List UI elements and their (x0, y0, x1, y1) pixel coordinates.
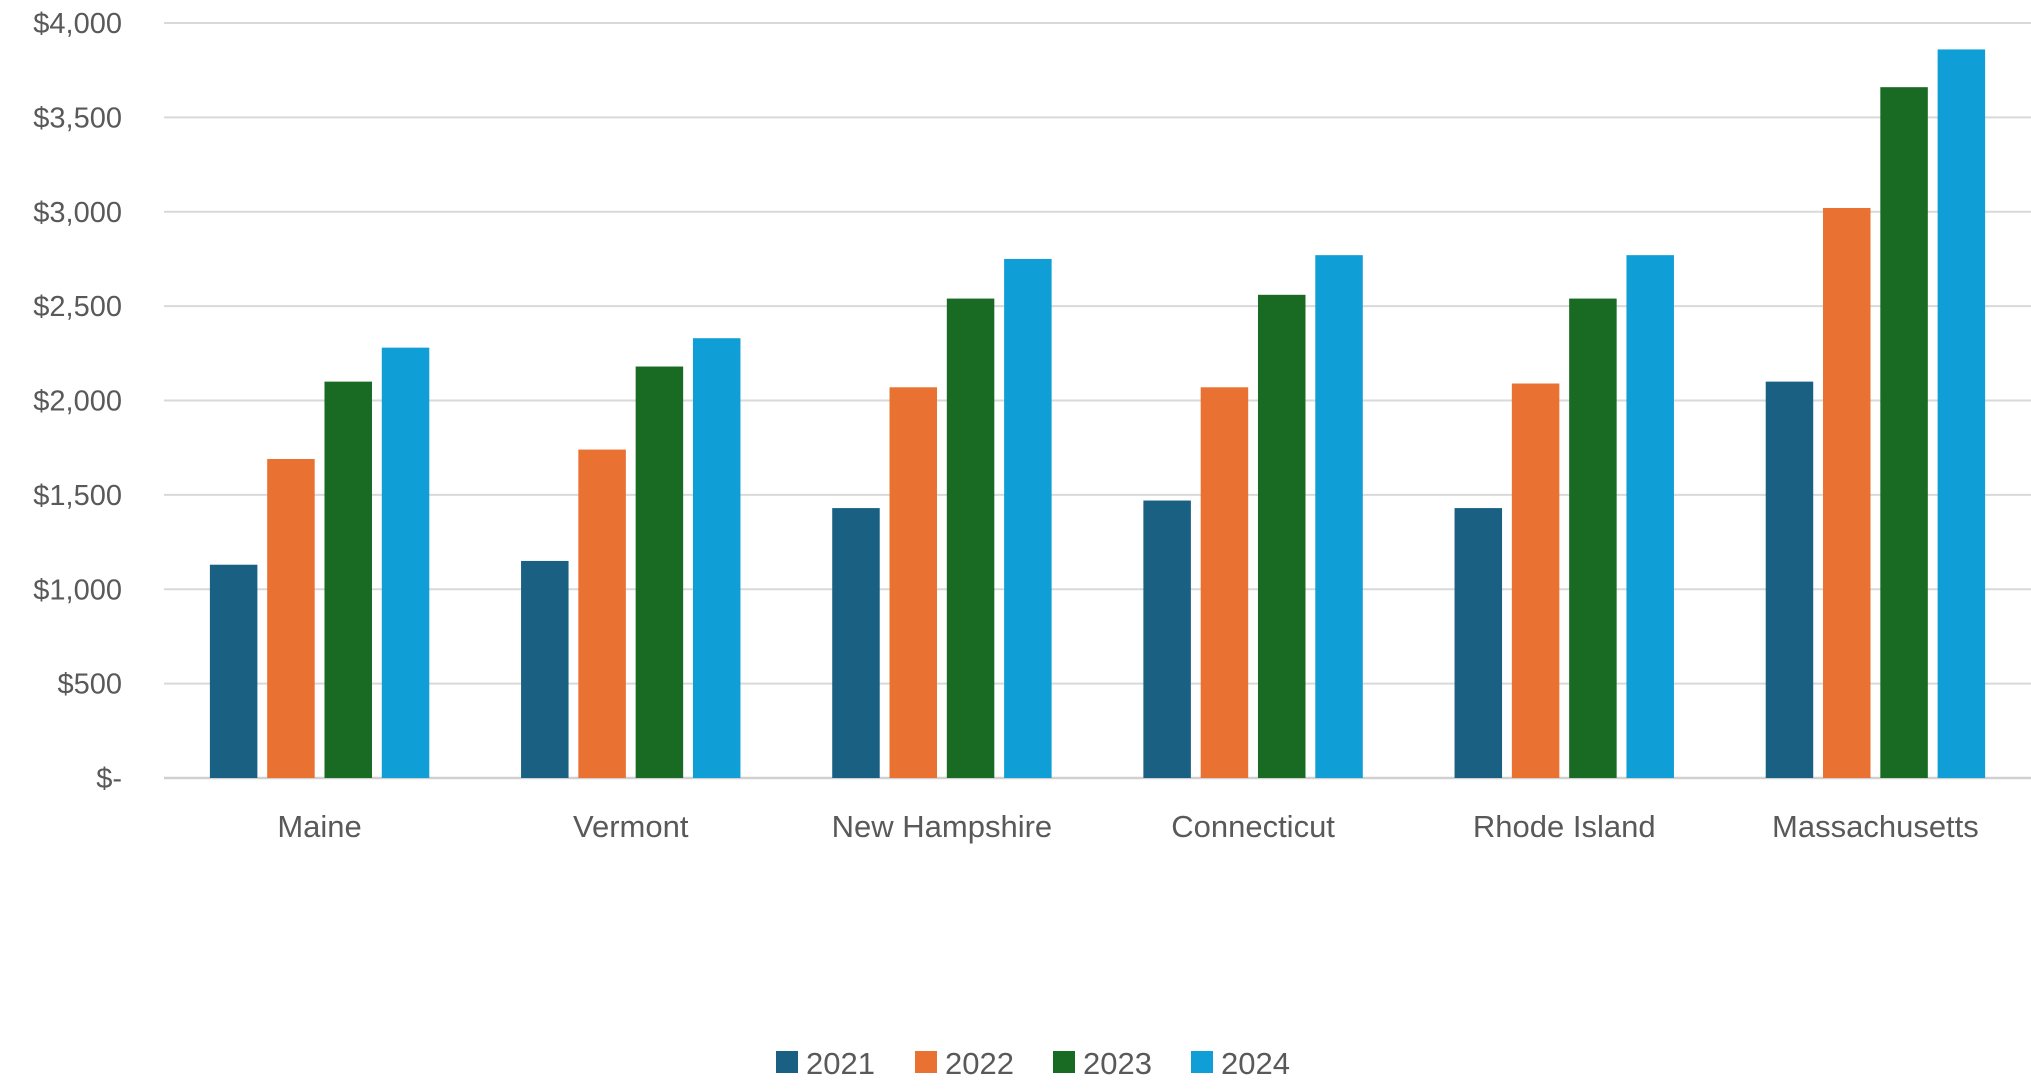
bar-2022-connecticut (1200, 387, 1249, 778)
category-label: Rhode Island (1473, 809, 1656, 844)
bar-2021-massachusetts (1765, 381, 1814, 778)
legend-swatch-2023 (1053, 1051, 1075, 1073)
legend-label-2021: 2021 (806, 1046, 875, 1081)
bar-2024-rhode-island (1626, 255, 1674, 779)
bar-2023-connecticut (1257, 294, 1306, 778)
x-axis-labels: Maine Vermont New Hampshire Connecticut Rhod… (277, 809, 1978, 844)
bar-2021-new-hampshire (832, 508, 880, 778)
legend-label-2023: 2023 (1083, 1046, 1152, 1081)
legend-label-2024: 2024 (1221, 1046, 1290, 1081)
bar-2021-connecticut (1143, 500, 1191, 778)
bar-2022-vermont (578, 449, 626, 778)
bar-2024-connecticut (1315, 255, 1363, 779)
bar-2024-massachusetts (1937, 49, 1986, 779)
category-label: Massachusetts (1772, 809, 1979, 844)
category-label: Maine (277, 809, 361, 844)
category-label: Connecticut (1171, 809, 1335, 844)
y-tick-label: $1,500 (33, 480, 122, 512)
bar-2024-vermont (692, 338, 741, 778)
legend-swatch-2024 (1191, 1051, 1213, 1073)
y-tick-label: $1,000 (33, 574, 122, 606)
bar-2021-rhode-island (1454, 508, 1503, 778)
bar-2022-rhode-island (1511, 383, 1560, 778)
bar-2021-vermont (521, 560, 569, 778)
category-label: New Hampshire (832, 809, 1053, 844)
bar-2024-maine (381, 347, 430, 778)
legend: 2021 2022 2023 2024 (776, 1046, 1290, 1081)
y-tick-label: $2,000 (33, 386, 122, 418)
bar-2023-new-hampshire (946, 298, 995, 778)
category-label: Vermont (573, 809, 689, 844)
y-axis-labels: $- $500 $1,000 $1,500 $2,000 $2,500 $3,000 $3,5… (33, 8, 122, 795)
bar-2023-maine (324, 381, 372, 778)
bar-2022-maine (267, 459, 315, 778)
legend-swatch-2022 (915, 1051, 937, 1073)
y-tick-label: $3,000 (33, 197, 122, 229)
y-tick-label: $3,500 (33, 102, 122, 134)
y-tick-label: $- (96, 763, 122, 795)
bar-2021-maine (209, 564, 258, 778)
bar-2022-massachusetts (1823, 207, 1871, 779)
bar-2023-rhode-island (1569, 298, 1617, 778)
y-tick-label: $500 (57, 669, 122, 701)
y-tick-label: $2,500 (33, 291, 122, 323)
legend-label-2022: 2022 (945, 1046, 1014, 1081)
y-tick-label: $4,000 (33, 8, 122, 40)
bar-2023-massachusetts (1880, 87, 1928, 779)
legend-swatch-2021 (776, 1051, 798, 1073)
bar-2023-vermont (635, 366, 684, 778)
gridlines (164, 22, 2031, 780)
bars (209, 49, 1986, 779)
bar-2022-new-hampshire (889, 387, 938, 778)
bar-2024-new-hampshire (1004, 258, 1052, 778)
